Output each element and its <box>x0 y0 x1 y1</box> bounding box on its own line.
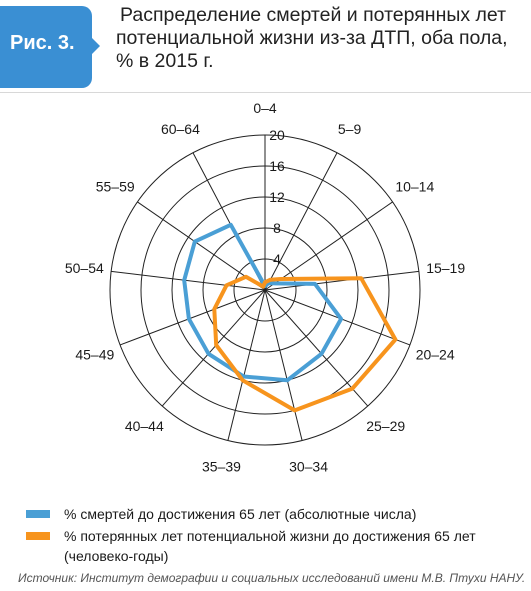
legend: % смертей до достижения 65 лет (абсолютн… <box>26 504 531 568</box>
chart-title-line-3: % в 2015 г. <box>116 50 214 72</box>
legend-label-ypll-line2: (человеко-годы) <box>64 548 169 564</box>
radar-chart: 4 8 12 16 20 0–4 5–9 10–14 15–19 20–24 25–29 30–34 3… <box>65 100 465 475</box>
chart-title-line-1: Распределение смертей и потерянных лет <box>120 4 507 26</box>
category-label-2: 10–14 <box>395 179 434 195</box>
grid-spoke-6 <box>264 289 303 441</box>
radial-tick-label-4: 4 <box>273 251 281 267</box>
category-label-4: 20–24 <box>416 347 455 363</box>
series-line-1 <box>212 274 398 413</box>
grid-spoke-1 <box>264 152 338 291</box>
legend-swatch-ypll <box>26 532 50 540</box>
legend-label-ypll: % потерянных лет потенциальной жизни до … <box>64 528 476 544</box>
chart-title: Распределение смертей и потерянных лет п… <box>116 4 526 73</box>
category-label-6: 30–34 <box>289 459 328 475</box>
category-label-5: 25–29 <box>366 418 405 434</box>
grid-spoke-4 <box>264 289 411 346</box>
legend-swatch-deaths <box>26 510 50 518</box>
badge-pointer <box>92 38 100 54</box>
grid-spoke-8 <box>161 289 266 407</box>
figure-header: Рис. 3. Распределение смертей и потерянн… <box>0 0 531 92</box>
grid-spoke-2 <box>264 201 393 291</box>
figure-badge: Рис. 3. <box>0 6 92 88</box>
category-label-11: 55–59 <box>96 179 135 195</box>
grid-spoke-10 <box>111 270 266 291</box>
category-label-1: 5–9 <box>338 121 362 137</box>
radial-tick-label-16: 16 <box>269 158 285 174</box>
category-label-9: 45–49 <box>75 347 114 363</box>
radial-tick-label-20: 20 <box>269 127 285 143</box>
chart-title-line-2: потенциальной жизни из-за ДТП, оба пола, <box>116 27 508 49</box>
header-divider <box>0 92 531 93</box>
grid-spoke-3 <box>264 270 419 291</box>
figure-label: Рис. 3. <box>10 32 75 54</box>
category-label-10: 50–54 <box>65 260 104 276</box>
grid-spoke-5 <box>264 289 369 407</box>
grid-spoke-11 <box>137 201 266 291</box>
source-note: Источник: Институт демографии и социальн… <box>18 571 526 585</box>
category-label-3: 15–19 <box>426 260 465 276</box>
legend-label-deaths: % смертей до достижения 65 лет (абсолютн… <box>64 506 417 522</box>
radial-tick-label-8: 8 <box>273 220 281 236</box>
legend-item-ypll: % потерянных лет потенциальной жизни до … <box>26 526 531 566</box>
series-line-0 <box>182 222 344 383</box>
grid-spoke-9 <box>119 289 266 346</box>
category-label-0: 0–4 <box>253 100 277 116</box>
category-label-7: 35–39 <box>202 459 241 475</box>
legend-item-deaths: % смертей до достижения 65 лет (абсолютн… <box>26 504 531 524</box>
category-label-12: 60–64 <box>161 121 200 137</box>
grid-spoke-7 <box>227 289 266 441</box>
radial-tick-label-12: 12 <box>269 189 285 205</box>
category-label-8: 40–44 <box>125 418 164 434</box>
